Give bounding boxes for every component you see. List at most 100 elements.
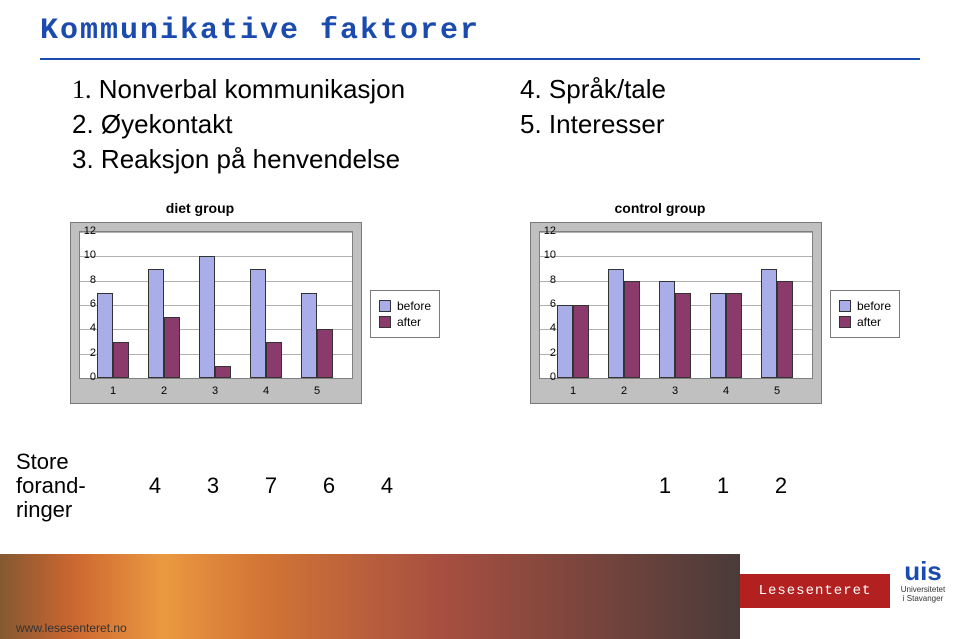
brand-box: Lesesenteret — [740, 574, 890, 608]
store-val: 1 — [694, 473, 752, 499]
footer: Lesesenteret uis Universiteteti Stavange… — [0, 534, 960, 639]
control-chart: control group 02468101212345 before afte… — [500, 200, 930, 430]
bar-before — [659, 281, 675, 378]
x-tick-label: 4 — [263, 385, 269, 397]
y-tick-label: 8 — [76, 274, 96, 286]
list-item: 5. Interesser — [520, 107, 666, 142]
store-label: Storeforand-ringer — [16, 450, 116, 523]
chart-legend: before after — [370, 290, 440, 338]
y-tick-label: 4 — [76, 322, 96, 334]
swatch-after — [379, 316, 391, 328]
y-tick-label: 10 — [536, 249, 556, 261]
x-tick-label: 5 — [314, 385, 320, 397]
grid-line — [540, 256, 812, 257]
x-tick-label: 5 — [774, 385, 780, 397]
swatch-before — [379, 300, 391, 312]
bar-after — [573, 305, 589, 378]
factor-list-left: 1. Nonverbal kommunikasjon 2. Øyekontakt… — [72, 72, 405, 177]
store-val: 7 — [242, 473, 300, 499]
legend-row-before: before — [379, 299, 431, 313]
item-number: 1. — [72, 75, 92, 104]
uis-logo: uis Universiteteti Stavanger — [896, 558, 950, 618]
store-val: 4 — [358, 473, 416, 499]
swatch-after — [839, 316, 851, 328]
bar-before — [97, 293, 113, 378]
store-val: 6 — [300, 473, 358, 499]
item-number: 5. — [520, 109, 542, 139]
grid-line — [80, 256, 352, 257]
legend-label: after — [397, 315, 421, 329]
y-tick-label: 6 — [76, 298, 96, 310]
grid-line — [80, 281, 352, 282]
y-tick-label: 0 — [536, 371, 556, 383]
store-forandringer-row: Storeforand-ringer 4 3 7 6 4 1 1 2 — [16, 450, 810, 523]
bar-after — [317, 329, 333, 378]
plot-area: 02468101212345 — [530, 222, 822, 404]
bar-before — [608, 269, 624, 379]
chart-title: diet group — [40, 200, 360, 216]
legend-row-before: before — [839, 299, 891, 313]
y-tick-label: 8 — [536, 274, 556, 286]
item-text: Interesser — [549, 109, 665, 139]
x-tick-label: 4 — [723, 385, 729, 397]
chart-legend: before after — [830, 290, 900, 338]
legend-row-after: after — [379, 315, 431, 329]
y-tick-label: 12 — [536, 225, 556, 237]
bar-after — [113, 342, 129, 379]
uis-logo-mark: uis — [896, 558, 950, 584]
bar-before — [761, 269, 777, 379]
legend-label: after — [857, 315, 881, 329]
charts-row: diet group 02468101212345 before after c… — [40, 200, 930, 440]
item-number: 4. — [520, 74, 542, 104]
bar-after — [164, 317, 180, 378]
bar-before — [301, 293, 317, 378]
bar-after — [215, 366, 231, 378]
item-text: Språk/tale — [549, 74, 666, 104]
bar-before — [710, 293, 726, 378]
store-val: 3 — [184, 473, 242, 499]
item-text: Reaksjon på henvendelse — [101, 144, 400, 174]
store-val: 4 — [126, 473, 184, 499]
swatch-before — [839, 300, 851, 312]
list-item: 1. Nonverbal kommunikasjon — [72, 72, 405, 107]
bar-before — [250, 269, 266, 379]
list-item: 3. Reaksjon på henvendelse — [72, 142, 405, 177]
bar-after — [675, 293, 691, 378]
item-number: 2. — [72, 109, 94, 139]
x-tick-label: 3 — [672, 385, 678, 397]
bar-after — [726, 293, 742, 378]
y-tick-label: 0 — [76, 371, 96, 383]
item-text: Øyekontakt — [101, 109, 233, 139]
list-item: 4. Språk/tale — [520, 72, 666, 107]
x-tick-label: 1 — [570, 385, 576, 397]
bar-before — [148, 269, 164, 379]
bar-after — [777, 281, 793, 378]
x-tick-label: 1 — [110, 385, 116, 397]
uis-logo-text: Universiteteti Stavanger — [896, 586, 950, 604]
grid-line — [80, 232, 352, 233]
inner-plot — [79, 231, 353, 379]
y-tick-label: 10 — [76, 249, 96, 261]
item-text: Nonverbal kommunikasjon — [99, 74, 405, 104]
bar-after — [266, 342, 282, 379]
bar-before — [557, 305, 573, 378]
y-tick-label: 12 — [76, 225, 96, 237]
chart-title: control group — [500, 200, 820, 216]
store-val: 1 — [636, 473, 694, 499]
footer-url: www.lesesenteret.no — [16, 621, 127, 635]
slide: Kommunikative faktorer 1. Nonverbal komm… — [0, 0, 960, 639]
legend-label: before — [857, 299, 891, 313]
item-number: 3. — [72, 144, 94, 174]
list-item: 2. Øyekontakt — [72, 107, 405, 142]
slide-heading: Kommunikative faktorer — [40, 14, 480, 48]
plot-area: 02468101212345 — [70, 222, 362, 404]
bar-after — [624, 281, 640, 378]
x-tick-label: 2 — [161, 385, 167, 397]
factor-list-right: 4. Språk/tale 5. Interesser — [520, 72, 666, 142]
store-values-left: 4 3 7 6 4 — [126, 473, 416, 499]
store-val: 2 — [752, 473, 810, 499]
bar-before — [199, 256, 215, 378]
y-tick-label: 2 — [76, 347, 96, 359]
legend-row-after: after — [839, 315, 891, 329]
legend-label: before — [397, 299, 431, 313]
